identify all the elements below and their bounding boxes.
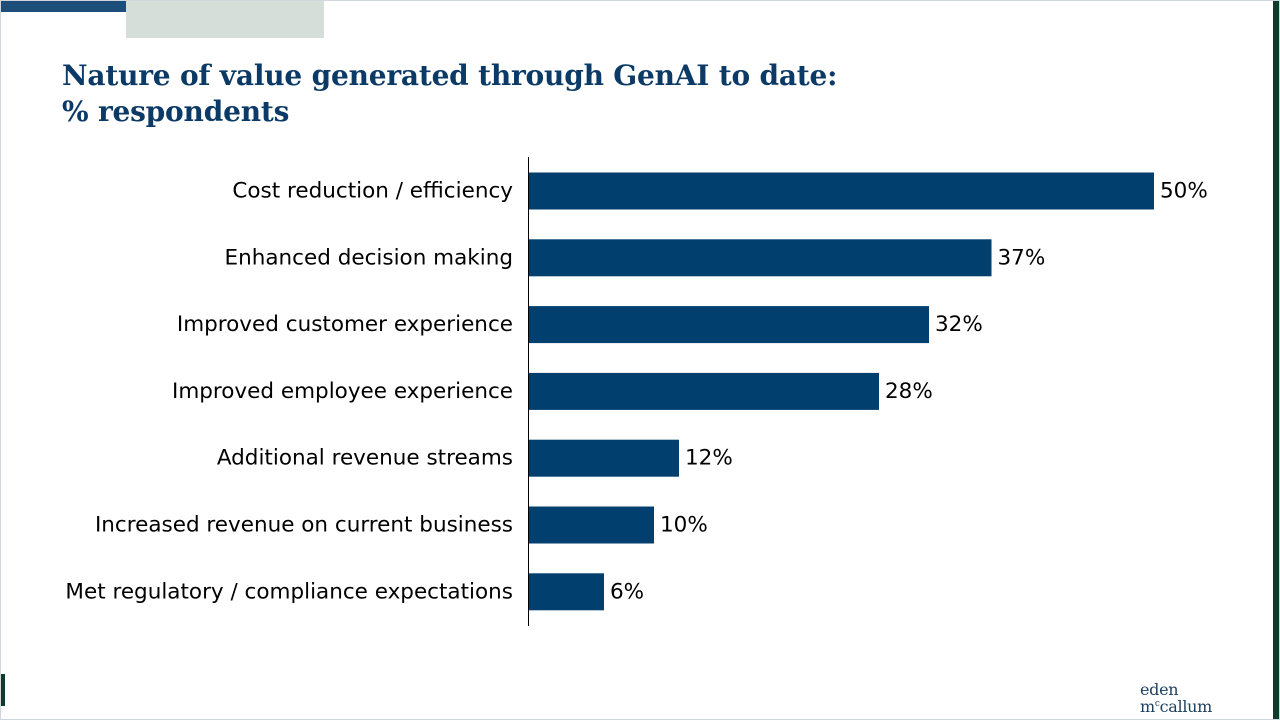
category-label: Additional revenue streams [217,446,513,471]
bar [529,306,929,344]
category-label: Improved customer experience [177,312,513,337]
category-label: Cost reduction / efficiency [232,179,513,204]
logo-line2-prefix: m [1140,697,1155,716]
bar [529,506,654,544]
chart-title: Nature of value generated through GenAI … [62,58,837,130]
chart-title-line1: Nature of value generated through GenAI … [62,59,838,92]
logo-line1: eden [1140,680,1179,699]
bar [529,573,604,611]
value-label: 12% [685,446,733,471]
bar [529,239,992,277]
bar [529,372,879,410]
value-label: 10% [660,513,708,538]
category-label: Improved employee experience [172,379,513,404]
chart-title-line2: % respondents [62,95,290,128]
category-label: Enhanced decision making [225,245,513,270]
value-label: 37% [998,245,1046,270]
bar [529,439,679,477]
value-label: 32% [935,312,983,337]
accent-block [126,0,324,38]
category-label: Met regulatory / compliance expectations [65,579,513,604]
value-label: 6% [610,579,644,604]
category-label: Increased revenue on current business [95,513,513,538]
logo-line2-sup: c [1154,699,1160,709]
bar [529,172,1154,210]
logo-line2: mccallum [1140,697,1213,716]
value-label: 50% [1160,179,1208,204]
left-edge-mark [0,674,5,706]
logo-line2-rest: callum [1159,697,1213,716]
company-logo: eden mccallum [1140,680,1213,716]
value-label: 28% [885,379,933,404]
right-edge-stripe [1273,0,1280,720]
